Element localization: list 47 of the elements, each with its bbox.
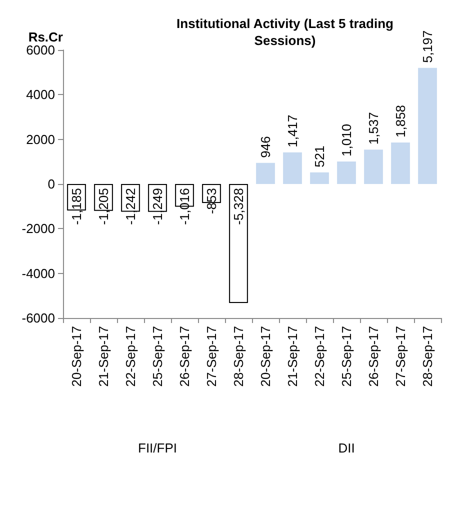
bar <box>256 162 275 184</box>
x-tick-label: 20-Sep-17 <box>258 326 273 387</box>
data-label: 5,197 <box>420 30 435 63</box>
x-tick-label: 27-Sep-17 <box>393 326 408 387</box>
y-tick-label: 2000 <box>26 132 55 147</box>
x-tick-label: 27-Sep-17 <box>204 326 219 387</box>
x-tick-label: 28-Sep-17 <box>420 326 435 387</box>
y-tick-label: 4000 <box>26 87 55 102</box>
data-label: 1,537 <box>366 112 381 145</box>
data-label: -853 <box>204 188 219 214</box>
data-label: 1,417 <box>285 114 300 148</box>
y-axis-title: Rs.Cr <box>28 30 63 45</box>
y-tick-label: 0 <box>48 176 55 192</box>
y-tick-label: -4000 <box>22 266 55 281</box>
bar <box>418 68 437 184</box>
y-tick-label: 6000 <box>26 42 55 58</box>
x-tick-label: 28-Sep-17 <box>231 326 246 387</box>
y-tick-label: -2000 <box>22 221 55 236</box>
data-label: 1,010 <box>339 124 354 156</box>
data-label: -1,185 <box>69 188 84 225</box>
data-label: -1,249 <box>150 188 165 225</box>
x-tick-label: 21-Sep-17 <box>285 326 300 387</box>
bar <box>283 152 302 184</box>
text: FII/FPI <box>138 440 177 456</box>
data-label: -1,205 <box>96 188 111 225</box>
y-tick-label: -6000 <box>22 310 55 326</box>
bar <box>310 172 329 184</box>
bar <box>337 161 356 184</box>
data-label: -5,328 <box>231 188 246 225</box>
x-tick-label: 21-Sep-17 <box>96 326 111 387</box>
x-tick-label: 26-Sep-17 <box>366 326 381 387</box>
chart-title: Institutional Activity (Last 5 trading Sessions) <box>176 16 394 48</box>
bar <box>229 184 248 303</box>
x-tick-label: 25-Sep-17 <box>339 326 354 387</box>
x-tick-label: 22-Sep-17 <box>123 326 138 387</box>
bar <box>364 150 383 184</box>
x-tick-label: 25-Sep-17 <box>150 326 165 387</box>
data-label: -1,242 <box>123 188 138 225</box>
data-label: 521 <box>312 146 327 168</box>
data-label: 1,858 <box>393 104 408 138</box>
bar <box>391 142 410 184</box>
data-label: 946 <box>258 136 273 158</box>
data-label: -1,016 <box>177 188 192 225</box>
text: DII <box>338 440 355 456</box>
x-tick-label: 26-Sep-17 <box>177 326 192 387</box>
x-tick-label: 22-Sep-17 <box>312 326 327 387</box>
x-tick-label: 20-Sep-17 <box>69 326 84 387</box>
